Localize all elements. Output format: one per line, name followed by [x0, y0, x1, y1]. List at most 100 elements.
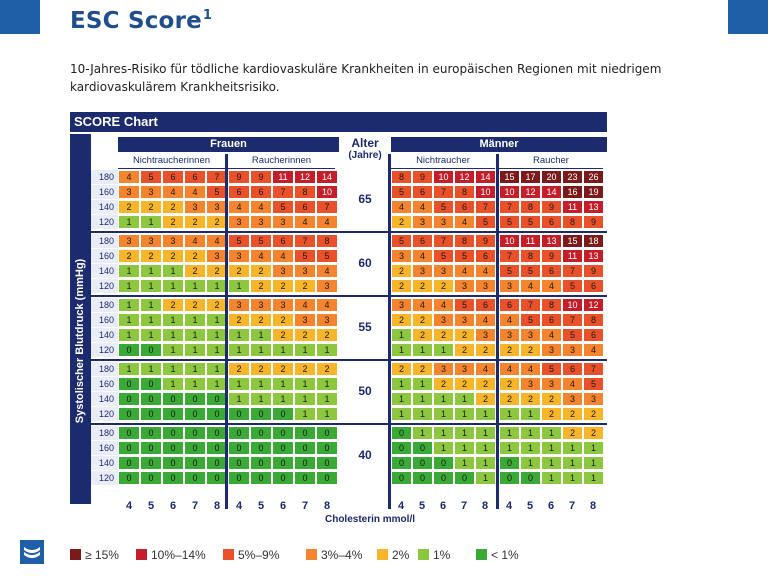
risk-cell-men: 9: [541, 249, 562, 263]
risk-cell-women: 1: [118, 264, 140, 278]
risk-cell-women: 10: [316, 185, 338, 199]
risk-cell-women: 6: [250, 185, 272, 199]
risk-cell-men: 1: [454, 456, 475, 470]
risk-cell-women: 1: [228, 343, 250, 357]
bp-label-women: 140: [91, 392, 118, 406]
risk-cell-women: 3: [294, 313, 316, 327]
cholesterol-tick: 7: [460, 500, 468, 512]
risk-cell-women: 0: [272, 426, 294, 440]
risk-cell-women: 8: [294, 185, 316, 199]
risk-cell-women: 1: [162, 328, 184, 342]
risk-cell-men: 4: [541, 328, 562, 342]
risk-cell-men: 4: [433, 298, 454, 312]
risk-cell-men: 3: [520, 377, 541, 391]
risk-cell-women: 4: [250, 200, 272, 214]
risk-cell-men: 1: [583, 441, 604, 455]
risk-cell-women: 2: [250, 362, 272, 376]
men-header: Männer: [391, 137, 607, 152]
risk-cell-men: 4: [412, 298, 433, 312]
risk-cell-men: 10: [499, 234, 520, 248]
risk-cell-men: 13: [541, 234, 562, 248]
risk-cell-men: 0: [412, 456, 433, 470]
risk-cell-men: 6: [475, 298, 496, 312]
risk-cell-men: 2: [412, 328, 433, 342]
risk-cell-women: 0: [162, 441, 184, 455]
risk-cell-men: 10: [499, 185, 520, 199]
risk-cell-women: 0: [294, 426, 316, 440]
risk-cell-men: 3: [520, 328, 541, 342]
risk-cell-men: 2: [541, 407, 562, 421]
risk-cell-women: 1: [316, 377, 338, 391]
risk-cell-men: 8: [562, 215, 583, 229]
risk-cell-men: 14: [541, 185, 562, 199]
cholesterol-tick: 5: [526, 500, 534, 512]
risk-cell-women: 2: [272, 279, 294, 293]
risk-cell-men: 2: [583, 426, 604, 440]
risk-cell-men: 3: [541, 377, 562, 391]
risk-cell-men: 5: [541, 362, 562, 376]
column-separator: [388, 154, 391, 509]
bp-label-women: 180: [91, 170, 118, 184]
risk-cell-women: 5: [228, 234, 250, 248]
risk-cell-women: 3: [118, 234, 140, 248]
risk-cell-men: 12: [583, 298, 604, 312]
cholesterol-tick: 6: [439, 500, 447, 512]
risk-cell-men: 9: [475, 234, 496, 248]
risk-cell-women: 7: [316, 200, 338, 214]
risk-cell-women: 1: [118, 313, 140, 327]
risk-cell-men: 1: [475, 426, 496, 440]
risk-cell-men: 1: [562, 441, 583, 455]
risk-cell-women: 1: [140, 313, 162, 327]
risk-cell-women: 3: [316, 313, 338, 327]
risk-cell-men: 1: [391, 377, 412, 391]
risk-cell-men: 0: [499, 456, 520, 470]
risk-cell-men: 2: [454, 343, 475, 357]
risk-cell-women: 6: [184, 170, 206, 184]
risk-cell-women: 11: [272, 170, 294, 184]
risk-cell-women: 2: [316, 362, 338, 376]
risk-cell-women: 0: [184, 471, 206, 485]
risk-cell-men: 1: [520, 407, 541, 421]
risk-cell-women: 0: [184, 441, 206, 455]
risk-cell-men: 0: [412, 471, 433, 485]
risk-cell-men: 3: [475, 279, 496, 293]
risk-cell-men: 1: [433, 392, 454, 406]
risk-cell-women: 3: [250, 215, 272, 229]
risk-cell-men: 3: [412, 264, 433, 278]
risk-cell-women: 5: [206, 185, 228, 199]
risk-cell-women: 3: [184, 200, 206, 214]
risk-cell-women: 1: [140, 215, 162, 229]
risk-cell-men: 1: [499, 441, 520, 455]
risk-cell-men: 2: [475, 392, 496, 406]
risk-cell-men: 10: [433, 170, 454, 184]
risk-cell-men: 2: [391, 279, 412, 293]
risk-cell-men: 17: [520, 170, 541, 184]
risk-cell-men: 6: [454, 200, 475, 214]
cholesterol-tick: 6: [279, 500, 287, 512]
risk-cell-men: 1: [583, 471, 604, 485]
slide-title: ESC Score1: [70, 8, 212, 34]
risk-cell-men: 1: [520, 456, 541, 470]
risk-cell-women: 4: [272, 249, 294, 263]
bp-label-women: 160: [91, 313, 118, 327]
risk-cell-men: 5: [520, 215, 541, 229]
women-smoker-header: Raucherinnen: [228, 154, 335, 169]
risk-cell-men: 5: [391, 234, 412, 248]
women-header: Frauen: [118, 137, 339, 152]
risk-cell-women: 3: [272, 215, 294, 229]
risk-cell-women: 1: [184, 279, 206, 293]
risk-cell-men: 2: [583, 407, 604, 421]
risk-cell-men: 3: [454, 279, 475, 293]
risk-cell-women: 2: [118, 249, 140, 263]
risk-cell-women: 1: [118, 298, 140, 312]
risk-cell-women: 9: [228, 170, 250, 184]
risk-cell-men: 1: [412, 343, 433, 357]
risk-cell-men: 7: [562, 313, 583, 327]
risk-cell-women: 3: [228, 215, 250, 229]
risk-cell-men: 3: [475, 328, 496, 342]
risk-cell-women: 0: [140, 441, 162, 455]
risk-cell-men: 1: [475, 441, 496, 455]
top-left-brand-bar: [0, 0, 40, 34]
risk-cell-men: 0: [520, 471, 541, 485]
risk-cell-men: 3: [454, 313, 475, 327]
